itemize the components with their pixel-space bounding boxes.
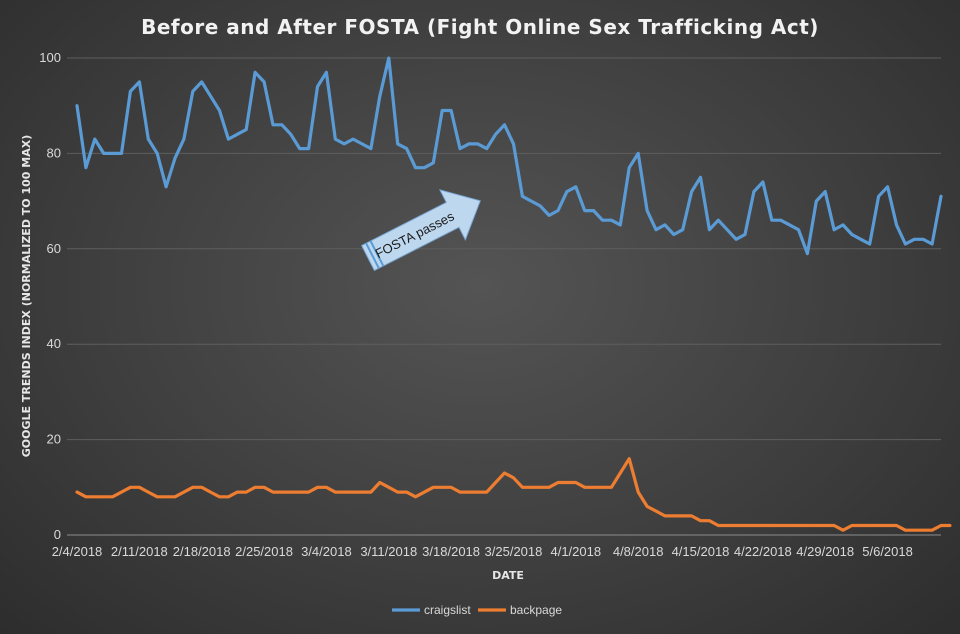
y-axis-label: GOOGLE TRENDS INDEX (NORMALIZED TO 100 M… xyxy=(20,135,33,457)
x-tick-label: 5/6/2018 xyxy=(862,544,913,559)
x-tick-label: 3/4/2018 xyxy=(301,544,352,559)
x-tick-label: 3/25/2018 xyxy=(485,544,543,559)
x-tick-label: 4/1/2018 xyxy=(550,544,601,559)
y-tick-label: 40 xyxy=(47,336,61,351)
x-tick-labels: 2/4/2018 2/11/2018 2/18/2018 2/25/2018 3/4/2… xyxy=(52,544,913,559)
x-tick-label: 4/8/2018 xyxy=(613,544,664,559)
x-tick-label: 2/18/2018 xyxy=(173,544,231,559)
x-tick-label: 4/15/2018 xyxy=(672,544,730,559)
gridlines xyxy=(67,57,941,536)
legend: craigslist backpage xyxy=(392,603,562,617)
x-tick-label: 4/29/2018 xyxy=(796,544,854,559)
arrow-stripe xyxy=(369,240,385,267)
x-tick-label: 2/11/2018 xyxy=(111,544,168,559)
arrow-stripe xyxy=(365,242,380,269)
arrow-shape xyxy=(360,189,481,272)
x-tick-label: 2/4/2018 xyxy=(52,544,103,559)
x-tick-label: 3/18/2018 xyxy=(422,544,480,559)
annotation-arrow: FOSTA passes xyxy=(360,189,481,272)
y-tick-label: 100 xyxy=(39,50,61,65)
chart-title: Before and After FOSTA (Fight Online Sex… xyxy=(141,15,819,39)
x-tick-label: 3/11/2018 xyxy=(360,544,417,559)
y-tick-label: 60 xyxy=(47,241,61,256)
y-tick-labels: 0 20 40 60 80 100 xyxy=(39,50,61,542)
series-line-backpage xyxy=(75,457,952,532)
legend-label-craigslist: craigslist xyxy=(424,603,471,617)
y-tick-label: 20 xyxy=(47,432,61,447)
series-lines xyxy=(75,56,952,532)
y-tick-label: 0 xyxy=(54,527,61,542)
x-tick-label: 2/25/2018 xyxy=(235,544,293,559)
x-tick-label: 4/22/2018 xyxy=(734,544,792,559)
x-axis-label: DATE xyxy=(492,569,524,582)
y-tick-label: 80 xyxy=(47,145,61,160)
legend-label-backpage: backpage xyxy=(510,603,562,617)
series-line-craigslist xyxy=(75,56,943,256)
